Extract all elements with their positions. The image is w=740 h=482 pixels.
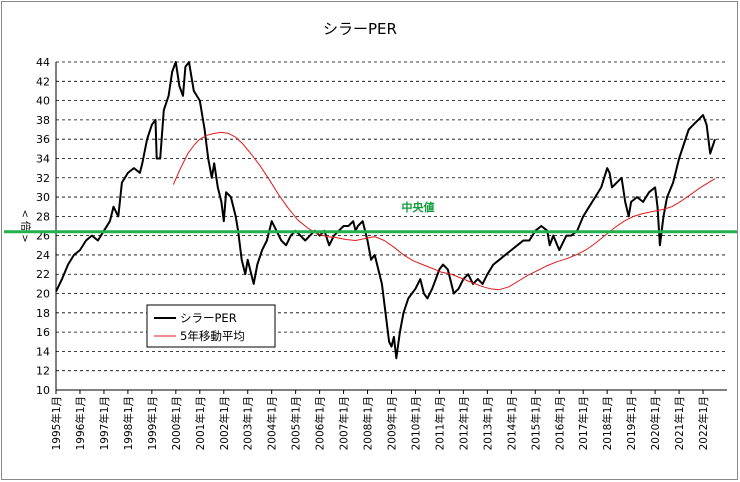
x-tick-label: 1997年1月	[98, 396, 111, 450]
series-line-shiller-per	[55, 61, 716, 360]
x-tick-label: 2021年1月	[673, 396, 686, 450]
y-axis-label: < 倍 >	[19, 209, 32, 242]
x-tick-label: 2020年1月	[649, 396, 662, 450]
y-tick-label: 38	[36, 114, 50, 127]
reference-layer: 中央値	[4, 200, 737, 234]
x-tick-label: 1999年1月	[146, 396, 159, 450]
y-tick-label: 24	[36, 249, 50, 262]
series-line-5yr-average	[172, 131, 716, 291]
y-tick-label: 40	[36, 95, 50, 108]
x-tick-label: 2007年1月	[338, 396, 351, 450]
x-tick-label: 2015年1月	[529, 396, 542, 450]
x-tick-label: 2010年1月	[409, 396, 422, 450]
y-tick-label: 28	[36, 210, 50, 223]
x-tick-label: 2016年1月	[553, 396, 566, 450]
x-tick-label: 2012年1月	[457, 396, 470, 450]
y-tick-label: 20	[36, 288, 50, 301]
y-tick-label: 30	[36, 191, 50, 204]
legend-label-shiller-per: シラーPER	[180, 311, 237, 325]
y-tick-label: 32	[36, 172, 50, 185]
y-tick-label: 16	[36, 326, 50, 339]
axis-layer: 1012141618202224262830323436384042441995…	[36, 56, 727, 450]
y-tick-label: 14	[36, 345, 50, 358]
y-tick-label: 10	[36, 384, 50, 397]
x-tick-label: 1996年1月	[74, 396, 87, 450]
y-tick-label: 22	[36, 268, 50, 281]
x-tick-label: 2004年1月	[266, 396, 279, 450]
grid-layer	[56, 61, 727, 372]
chart-title: シラーPER	[323, 20, 397, 38]
legend: シラーPER 5年移動平均	[146, 304, 276, 348]
x-tick-label: 1998年1月	[122, 396, 135, 450]
x-tick-label: 2003年1月	[242, 396, 255, 450]
x-tick-label: 2013年1月	[481, 396, 494, 450]
x-tick-label: 2019年1月	[625, 396, 638, 450]
series-layer	[55, 61, 716, 360]
x-tick-label: 2011年1月	[433, 396, 446, 450]
x-tick-label: 2002年1月	[218, 396, 231, 450]
y-tick-label: 36	[36, 133, 50, 146]
x-tick-label: 2022年1月	[697, 396, 710, 450]
y-tick-label: 34	[36, 152, 50, 165]
x-tick-label: 2006年1月	[314, 396, 327, 450]
x-tick-label: 2009年1月	[386, 396, 399, 450]
x-tick-label: 2014年1月	[505, 396, 518, 450]
legend-label-5yr-average: 5年移動平均	[180, 329, 245, 343]
x-tick-label: 1995年1月	[50, 396, 63, 450]
x-tick-label: 2005年1月	[290, 396, 303, 450]
y-tick-label: 18	[36, 307, 50, 320]
median-label: 中央値	[402, 200, 435, 214]
y-tick-label: 12	[36, 365, 50, 378]
x-tick-label: 2008年1月	[362, 396, 375, 450]
x-tick-label: 2001年1月	[194, 396, 207, 450]
y-tick-label: 44	[36, 56, 50, 69]
x-tick-label: 2018年1月	[601, 396, 614, 450]
x-tick-label: 2017年1月	[577, 396, 590, 450]
x-tick-label: 2000年1月	[170, 396, 183, 450]
legend-box	[146, 304, 276, 348]
y-tick-label: 42	[36, 75, 50, 88]
